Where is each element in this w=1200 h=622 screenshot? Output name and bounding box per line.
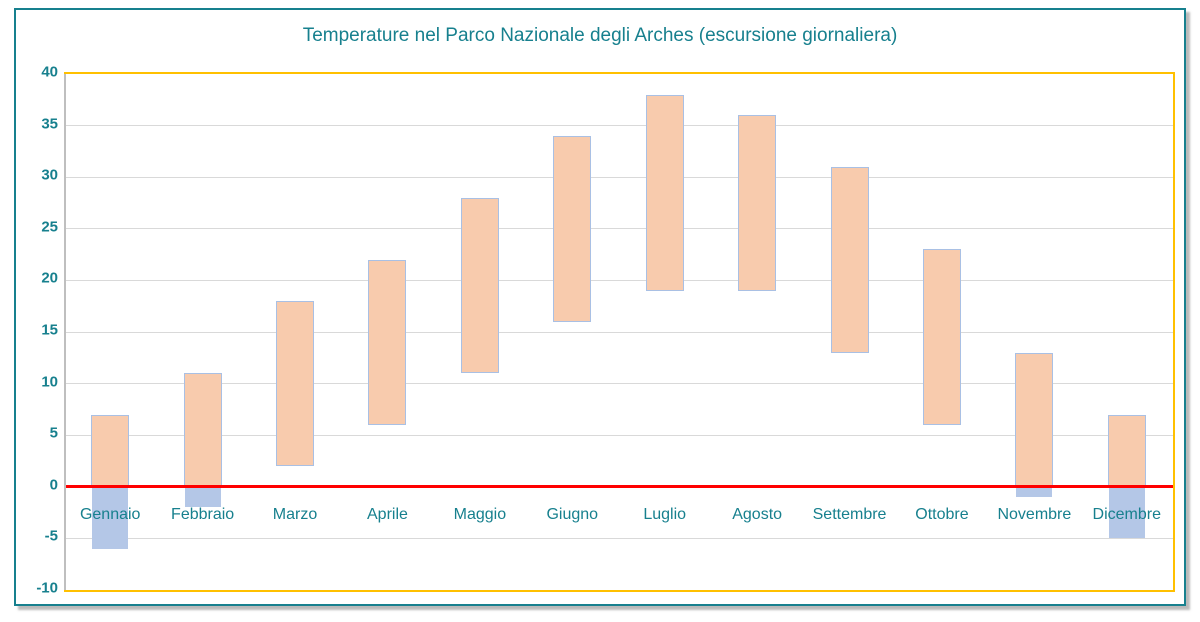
temp-range-bar-positive-maggio (460, 197, 499, 374)
y-tick-label-25: 25 (41, 218, 58, 236)
temp-range-bar-positive-gennaio (91, 414, 130, 487)
x-category-label-dicembre: Dicembre (1092, 505, 1162, 523)
x-category-label-aprile: Aprile (367, 505, 408, 523)
y-tick-label--5: -5 (44, 527, 58, 545)
gridline-y-20 (64, 279, 1173, 281)
y-tick-label-35: 35 (41, 115, 58, 133)
y-tick-label-20: 20 (41, 269, 58, 287)
gridline-y-10 (64, 383, 1173, 385)
temp-range-bar-positive-aprile (368, 259, 407, 425)
y-axis-line (64, 74, 66, 590)
y-tick-label-0: 0 (49, 476, 58, 494)
x-category-label-agosto: Agosto (732, 505, 783, 523)
gridline-y-30 (64, 176, 1173, 178)
temp-range-bar-positive-luglio (645, 94, 684, 291)
y-tick-label-30: 30 (41, 166, 58, 184)
temp-range-bar-positive-giugno (553, 135, 592, 322)
y-tick-label-40: 40 (41, 63, 58, 81)
x-category-label-gennaio: Gennaio (79, 505, 141, 523)
y-tick-label-15: 15 (41, 321, 58, 339)
temp-range-bar-positive-settembre (830, 166, 869, 353)
x-category-label-luglio: Luglio (643, 505, 687, 523)
gridline-y-15 (64, 331, 1173, 333)
chart-title: Temperature nel Parco Nazionale degli Ar… (302, 25, 898, 46)
x-category-label-febbraio: Febbraio (171, 505, 235, 523)
temp-range-bar-negative-gennaio (92, 486, 129, 549)
gridline-y-35 (64, 125, 1173, 127)
y-tick-label--10: -10 (36, 579, 58, 597)
plot-area: Gennaio Febbraio Marzo Aprile Maggio Giugno Lu… (64, 72, 1175, 592)
y-tick-label-10: 10 (41, 373, 58, 391)
temp-range-bar-positive-dicembre (1107, 414, 1146, 487)
gridline-y-25 (64, 228, 1173, 230)
temp-range-bar-negative-dicembre (1108, 486, 1145, 539)
x-category-label-ottobre: Ottobre (915, 505, 969, 523)
temp-range-bar-positive-novembre (1015, 352, 1054, 487)
x-category-label-novembre: Novembre (997, 505, 1072, 523)
x-category-label-settembre: Settembre (812, 505, 887, 523)
zero-axis-line (64, 485, 1173, 489)
temp-range-bar-positive-marzo (276, 301, 315, 467)
x-category-label-giugno: Giugno (546, 505, 599, 523)
chart-card: Temperature nel Parco Nazionale degli Ar… (14, 8, 1186, 606)
temp-range-bar-positive-ottobre (922, 249, 961, 425)
y-tick-label-5: 5 (49, 424, 58, 442)
temp-range-bar-negative-novembre (1016, 486, 1053, 498)
x-category-label-maggio: Maggio (453, 505, 507, 523)
temp-range-bar-positive-agosto (738, 115, 777, 291)
gridline-y-5 (64, 434, 1173, 436)
temp-range-bar-negative-febbraio (184, 486, 221, 508)
x-category-label-marzo: Marzo (272, 505, 318, 523)
temp-range-bar-positive-febbraio (183, 373, 222, 487)
gridline-y--5 (64, 537, 1173, 539)
